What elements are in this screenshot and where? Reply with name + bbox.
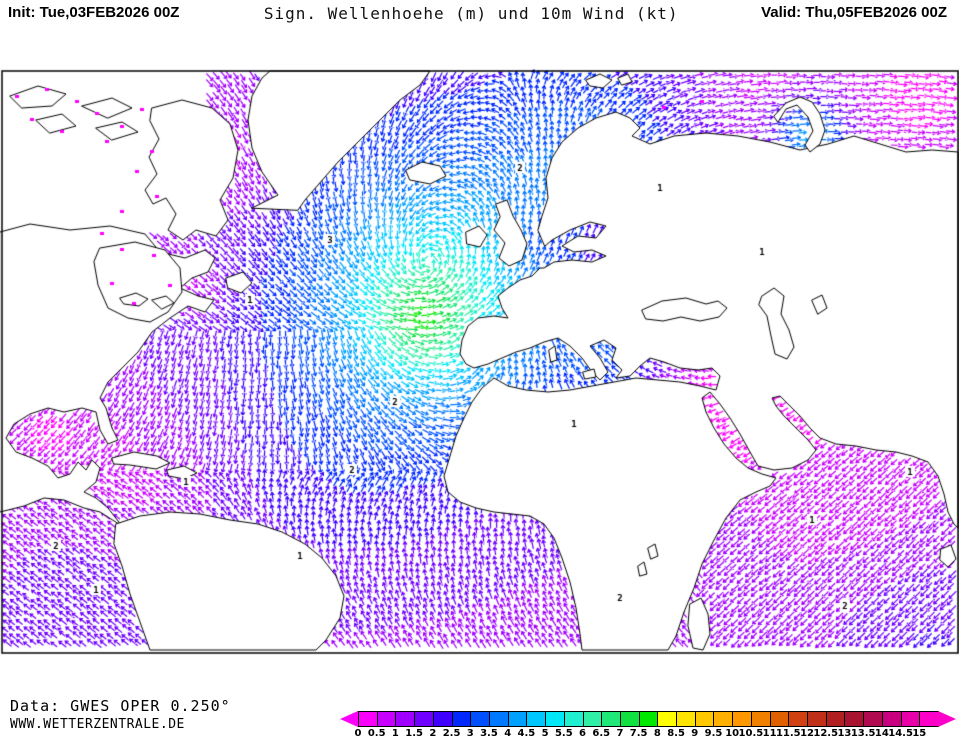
colorbar-cell [358,711,378,727]
colorbar-cell [563,711,584,727]
colorbar-cell [676,711,696,727]
colorbar-cell [526,711,547,727]
colorbar-tick-label: 14.5 [888,728,913,739]
colorbar-tick-label: 9.5 [704,728,723,739]
colorbar-tick-label: 10 [725,728,740,739]
colorbar-tick-label: 12.5 [813,728,839,739]
colorbar-tick-label: 7.5 [629,728,648,739]
colorbar-tick-label: 4 [504,728,512,739]
colorbar-cell [582,711,603,727]
colorbar-cell [395,711,416,727]
colorbar-tick-label: 1.5 [405,728,423,739]
colorbar-right-arrow [938,711,956,727]
colorbar-cell [507,711,528,727]
colorbar-cell [619,711,640,727]
colorbar-tick-label: 0.5 [367,728,386,739]
colorbar-cell [694,711,715,727]
colorbar-cell [470,711,490,727]
colorbar-cell [732,711,752,727]
colorbar-tick-label: 2 [429,728,437,739]
colorbar-tick-label: 3.5 [480,728,498,739]
colorbar-tick-label: 10.5 [738,728,764,739]
colorbar-cell [807,711,827,727]
colorbar-cell [432,711,453,727]
colorbar-cell [657,711,678,727]
colorbar-tick-label: 0 [354,728,362,739]
colorbar-tick-label: 13.5 [850,728,876,739]
colorbar-cell [769,711,790,727]
colorbar-cell [750,711,771,727]
colorbar-tick-label: 2.5 [442,728,461,739]
colorbar-tick-label: 12 [800,728,814,739]
colorbar-tick-label: 6 [579,728,586,739]
colorbar-tick-label: 1 [391,728,399,739]
colorbar-cell [414,711,434,727]
colorbar-tick-label: 11 [762,728,777,739]
colorbar-cell [863,711,883,727]
website-label: WWW.WETTERZENTRALE.DE [10,717,185,732]
colorbar-cell [919,711,939,727]
colorbar-tick-label: 14 [874,728,889,739]
colorbar-cell [545,711,565,727]
colorbar-tick-label: 7 [616,728,624,739]
colorbar-cell [825,711,846,727]
colorbar-cell [900,711,921,727]
colorbar-tick-label: 13 [837,728,852,739]
colorbar-legend: 0 0.5 1 1.5 2 2.5 3 3.5 4 4.5 5 5.5 6 6.5 7 7.5 8 8.5 9 9.5… [340,711,959,741]
colorbar-tick-label: 8 [653,728,661,739]
colorbar-cell [788,711,809,727]
init-time-label: Init: Tue,03FEB2026 00Z [8,4,180,21]
colorbar-tick-label: 6.5 [592,728,611,739]
colorbar-tick-label: 5 [541,728,549,739]
colorbar-cell [881,711,902,727]
colorbar-tick-label: 3 [466,728,474,739]
colorbar-cell [844,711,865,727]
colorbar-tick-label: 15 [912,728,927,739]
colorbar-tick-label: 5.5 [554,728,573,739]
colorbar-tick-label: 9 [691,728,699,739]
colorbar-cell [638,711,659,727]
colorbar-cell [451,711,472,727]
colorbar-cell [713,711,734,727]
colorbar-tick-label: 4.5 [517,728,536,739]
footer: Data: GWES OPER 0.250° WWW.WETTERZENTRAL… [10,697,231,732]
colorbar-cell [376,711,397,727]
map-title: Sign. Wellenhoehe (m) und 10m Wind (kt) [263,4,679,23]
colorbar-tick-label: 11.5 [775,728,801,739]
data-source-label: Data: GWES OPER 0.250° [10,697,231,715]
colorbar-cell [488,711,509,727]
valid-time-label: Valid: Thu,05FEB2026 00Z [761,4,947,21]
colorbar-cell [601,711,621,727]
colorbar-tick-label: 8.5 [667,728,685,739]
colorbar-left-arrow [340,711,358,727]
